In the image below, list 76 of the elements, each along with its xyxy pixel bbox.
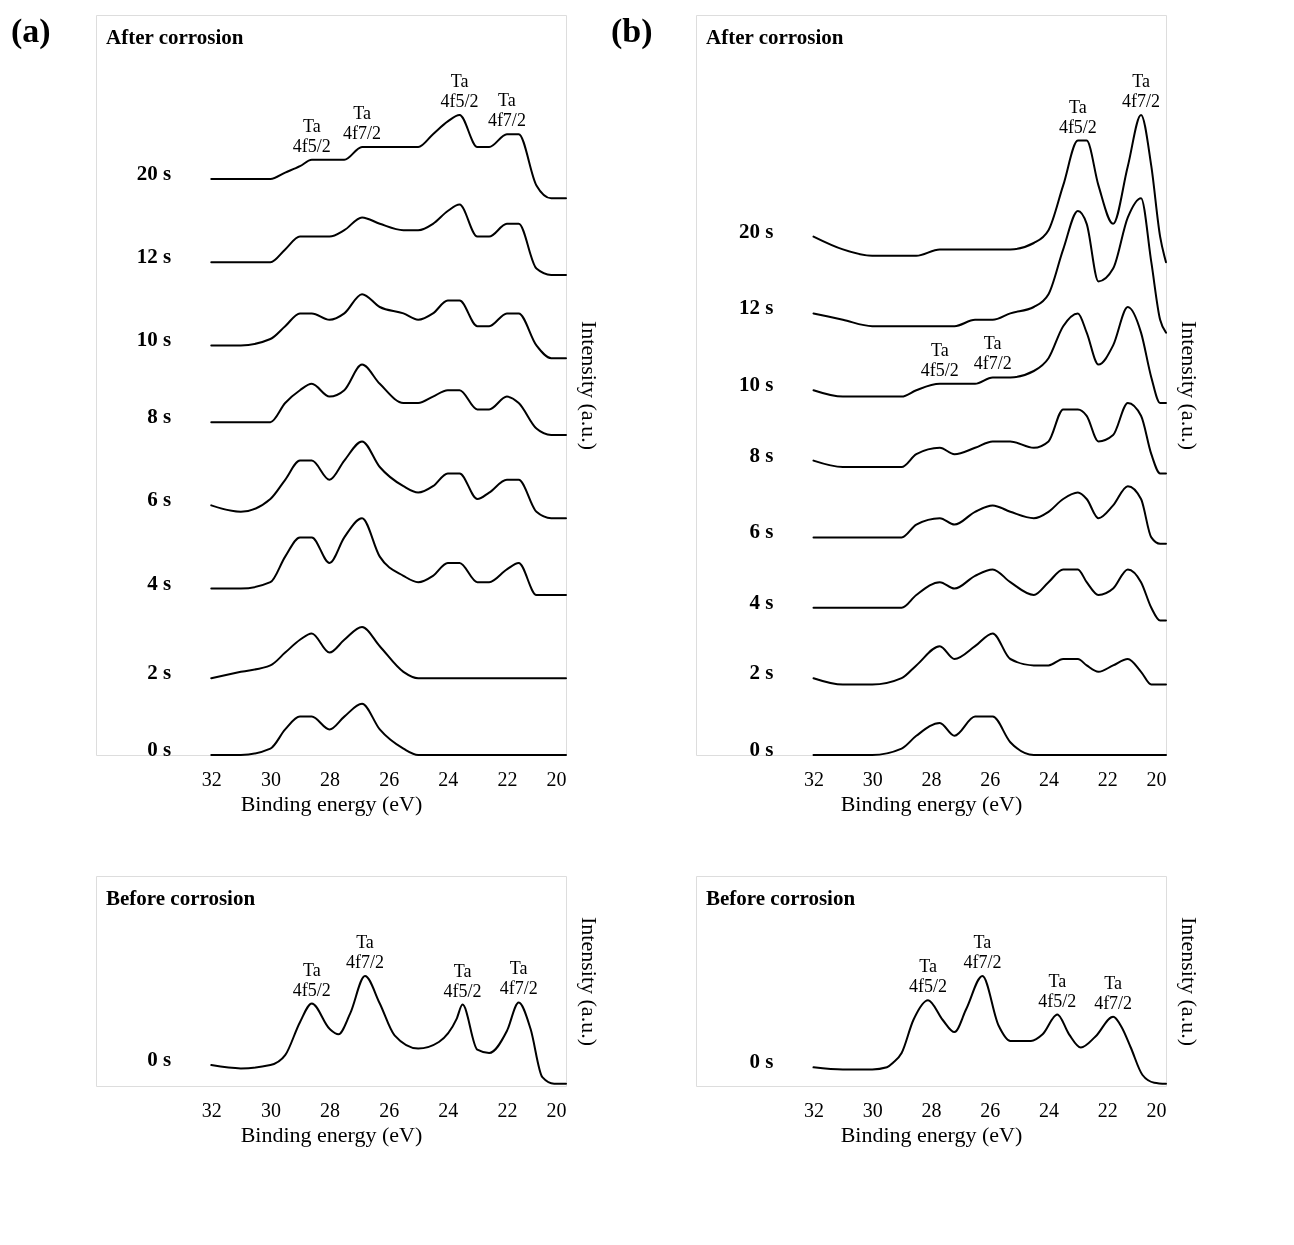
x-tick-label: 26 bbox=[379, 767, 400, 790]
chart-title: After corrosion bbox=[706, 25, 844, 49]
text: (b) bbox=[611, 12, 653, 50]
y-axis-title: Intensity (a.u.) bbox=[1176, 321, 1202, 450]
annotation: Ta 4f5/2 bbox=[909, 956, 948, 997]
series-label: 0 s bbox=[749, 737, 774, 761]
chart-title: Before corrosion bbox=[706, 886, 856, 910]
annotation: Ta 4f7/2 bbox=[1094, 972, 1133, 1013]
x-tick-label: 28 bbox=[320, 1098, 341, 1121]
x-tick-label: 28 bbox=[921, 1098, 942, 1121]
series-label: 20 s bbox=[739, 218, 774, 243]
series-label: 2 s bbox=[749, 660, 774, 685]
series-label: 6 s bbox=[749, 519, 774, 544]
annotation: Ta 4f7/2 bbox=[345, 932, 384, 972]
x-tick-label: 30 bbox=[260, 767, 281, 790]
annotation: Ta 4f7/2 bbox=[1122, 71, 1161, 111]
x-tick-label: 30 bbox=[260, 1098, 281, 1121]
x-tick-label: 30 bbox=[862, 1098, 883, 1121]
x-axis-title: Binding energy (eV) bbox=[240, 1121, 423, 1147]
annotation: Ta 4f7/2 bbox=[487, 90, 526, 131]
x-tick-label: 22 bbox=[1097, 767, 1118, 790]
chart-title: After corrosion bbox=[106, 25, 244, 49]
series-label: 8 s bbox=[749, 442, 774, 467]
series-label: 8 s bbox=[147, 404, 172, 429]
series-label: 4 s bbox=[147, 570, 172, 595]
x-tick-label: 26 bbox=[980, 1098, 1001, 1121]
x-tick-label: 24 bbox=[1039, 767, 1059, 790]
annotation: Ta 4f5/2 bbox=[440, 71, 479, 111]
x-tick-label: 22 bbox=[1097, 1098, 1118, 1121]
x-tick-label: 20 bbox=[1146, 1098, 1167, 1121]
x-tick-label: 32 bbox=[201, 767, 222, 790]
annotation: Ta 4f5/2 bbox=[920, 339, 959, 380]
series-label: 12 s bbox=[739, 295, 774, 320]
x-axis-title: Binding energy (eV) bbox=[240, 790, 423, 816]
x-tick-label: 32 bbox=[804, 1098, 824, 1121]
series-label: 2 s bbox=[147, 660, 172, 685]
series-label: 0 s bbox=[147, 737, 172, 761]
annotation: Ta 4f5/2 bbox=[443, 960, 482, 1001]
annotation: Ta 4f7/2 bbox=[973, 333, 1012, 374]
annotation: Ta 4f7/2 bbox=[343, 103, 382, 143]
x-tick-label: 22 bbox=[497, 1098, 518, 1121]
x-tick-label: 28 bbox=[320, 767, 341, 790]
y-axis-title: Intensity (a.u.) bbox=[1176, 917, 1202, 1046]
x-axis-title: Binding energy (eV) bbox=[840, 1121, 1023, 1147]
x-tick-label: 32 bbox=[201, 1098, 222, 1121]
series-label: 0 s bbox=[749, 1049, 774, 1074]
x-tick-label: 20 bbox=[546, 767, 567, 790]
chart-title: Before corrosion bbox=[106, 886, 256, 910]
x-tick-label: 26 bbox=[379, 1098, 400, 1121]
x-tick-label: 32 bbox=[804, 767, 824, 790]
x-tick-label: 24 bbox=[438, 767, 459, 790]
x-tick-label: 30 bbox=[862, 767, 883, 790]
annotation: Ta 4f5/2 bbox=[292, 959, 331, 1000]
series-label: 10 s bbox=[136, 327, 172, 352]
annotation: Ta 4f5/2 bbox=[1058, 96, 1097, 137]
series-label: 4 s bbox=[749, 589, 774, 614]
y-axis-title: Intensity (a.u.) bbox=[576, 917, 602, 1046]
annotation: Ta 4f7/2 bbox=[963, 932, 1002, 972]
x-tick-label: 20 bbox=[546, 1098, 567, 1121]
series-label: 0 s bbox=[147, 1047, 172, 1072]
series-label: 12 s bbox=[136, 244, 172, 269]
annotation: Ta 4f7/2 bbox=[499, 958, 538, 999]
x-tick-label: 24 bbox=[1039, 1098, 1059, 1121]
x-tick-label: 20 bbox=[1146, 767, 1167, 790]
x-axis-title: Binding energy (eV) bbox=[840, 790, 1023, 816]
series-label: 20 s bbox=[136, 161, 172, 185]
x-tick-label: 22 bbox=[497, 767, 518, 790]
text: (a) bbox=[11, 12, 51, 50]
x-tick-label: 24 bbox=[438, 1098, 459, 1121]
y-axis-title: Intensity (a.u.) bbox=[576, 321, 602, 450]
x-tick-label: 28 bbox=[921, 767, 942, 790]
series-label: 6 s bbox=[147, 487, 172, 512]
annotation: Ta 4f5/2 bbox=[1038, 970, 1077, 1011]
annotation: Ta 4f5/2 bbox=[292, 115, 331, 156]
series-label: 10 s bbox=[739, 372, 774, 397]
x-tick-label: 26 bbox=[980, 767, 1001, 790]
